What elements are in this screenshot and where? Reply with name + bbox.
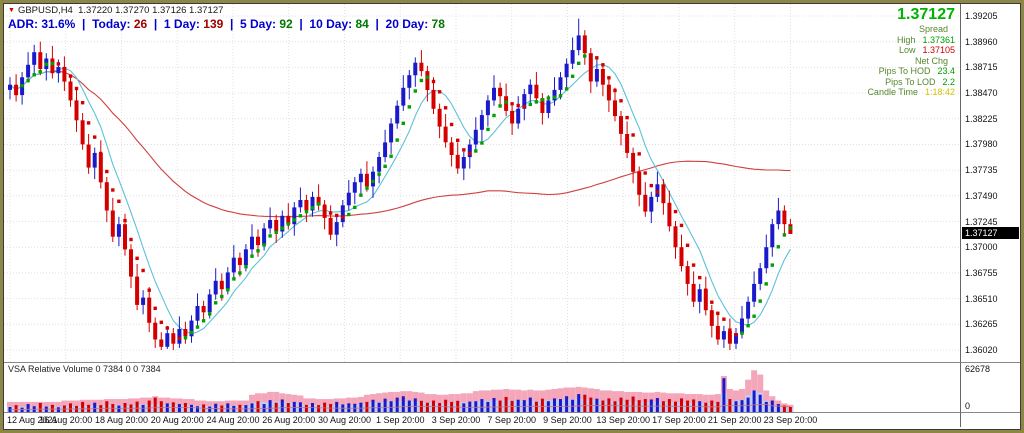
quote-row: High 1.37361 xyxy=(867,35,955,46)
axis-corner xyxy=(960,412,1020,427)
quote-row: Spread xyxy=(867,24,955,35)
quote-row-label: Low xyxy=(898,45,916,55)
current-price-tag: 1.37127 xyxy=(962,226,1019,239)
price-chart-canvas[interactable] xyxy=(4,4,960,362)
price-axis-label: 1.36020 xyxy=(965,345,998,355)
quote-row: Low 1.37105 xyxy=(867,45,955,56)
price-axis-label: 1.37490 xyxy=(965,190,998,201)
fast-ma-line xyxy=(9,63,791,335)
current-price: 1.37127 xyxy=(897,6,955,23)
time-axis-label: 21 Sep 20:00 xyxy=(707,415,762,425)
price-axis-label: 1.38470 xyxy=(965,88,998,99)
time-axis-label: 12 Aug 2021 xyxy=(7,415,58,425)
quote-row-value: 2.2 xyxy=(942,76,955,87)
price-axis-label: 1.37245 xyxy=(965,216,998,227)
volume-canvas[interactable] xyxy=(4,363,960,412)
quote-info-panel: 1.37127 Spread High 1.37361 Low 1.37105 Net C… xyxy=(867,6,955,98)
time-axis-label: 17 Sep 20:00 xyxy=(652,415,706,425)
time-axis-label: 9 Sep 20:00 xyxy=(543,415,592,425)
time-axis-label: 18 Aug 20:00 xyxy=(94,415,149,425)
time-axis-label: 16 Aug 20:00 xyxy=(39,415,93,425)
candles-layer xyxy=(8,18,793,350)
adr-item-label: 1 Day: xyxy=(163,17,204,31)
adr-item-value: 84 xyxy=(355,17,369,31)
price-axis-label: 1.38225 xyxy=(965,113,998,124)
time-axis-label: 24 Aug 20:00 xyxy=(206,415,260,425)
volume-pane[interactable]: VSA Relative Volume 0 7384 0 0 7384 xyxy=(4,362,960,412)
quote-row: Pips To LOD 2.2 xyxy=(867,77,955,88)
time-axis-label: 1 Sep 20:00 xyxy=(375,415,425,425)
adr-separator: | xyxy=(75,17,93,31)
time-axis[interactable]: 12 Aug 2021 16 Aug 20:00 18 Aug 20:00 20 Au… xyxy=(4,412,960,427)
price-axis-label: 1.36265 xyxy=(965,319,998,330)
price-axis-label: 1.37735 xyxy=(965,165,998,176)
quote-row-label: Net Chg xyxy=(914,55,948,66)
quote-row-value: 1.37361 xyxy=(922,34,955,45)
price-axis-label: 1.37980 xyxy=(965,139,998,150)
volume-indicator-label: VSA Relative Volume 0 7384 0 0 7384 xyxy=(8,364,161,374)
time-axis-label: 30 Aug 20:00 xyxy=(317,415,371,425)
quote-row-value: 1:18:42 xyxy=(924,87,955,97)
quote-row-label: High xyxy=(896,34,916,45)
price-axis-label: 1.39205 xyxy=(965,11,998,21)
adr-item-value: 78 xyxy=(431,17,445,31)
quote-row-label: Spread xyxy=(918,24,948,34)
quote-row-value: 23.4 xyxy=(937,66,955,76)
chart-window: ▼ GBPUSD,H4 1.37220 1.37270 1.37126 1.371… xyxy=(3,3,1021,430)
slow-ma-line xyxy=(9,70,791,218)
adr-separator: | xyxy=(292,17,310,31)
adr-item-label: 10 Day: xyxy=(309,17,356,31)
symbol-ohlc-text: GBPUSD,H4 1.37220 1.37270 1.37126 1.3712… xyxy=(17,5,224,16)
quote-row-label: Pips To LOD xyxy=(885,76,936,87)
price-axis-label: 1.38715 xyxy=(965,62,998,73)
price-axis[interactable]: 1.39205 1.38960 1.38715 1.38470 1.38225 1.379… xyxy=(960,4,1020,362)
quote-row: Candle Time 1:18:42 xyxy=(867,87,955,98)
volume-ma-line xyxy=(9,404,791,411)
adr-separator: | xyxy=(368,17,386,31)
adr-separator: | xyxy=(223,17,240,31)
adr-item-value: 139 xyxy=(203,17,224,31)
price-axis-label: 1.36755 xyxy=(965,267,998,278)
volume-scale-zero: 0 xyxy=(965,401,971,411)
adr-item-label: 20 Day: xyxy=(385,17,432,31)
price-axis-label: 1.38960 xyxy=(965,36,998,47)
adr-label: ADR: xyxy=(8,17,42,31)
quote-row-value: 1.37105 xyxy=(922,45,955,55)
price-axis-label: 1.37000 xyxy=(965,242,998,253)
quote-row-label: Pips To HOD xyxy=(878,66,931,76)
adr-item-label: 5 Day: xyxy=(240,17,280,31)
volume-scale-max: 62678 xyxy=(965,364,991,374)
volume-axis[interactable]: 62678 0 xyxy=(960,362,1020,412)
time-axis-label: 26 Aug 20:00 xyxy=(262,415,316,425)
adr-value: 31.6% xyxy=(41,17,76,31)
trend-dots-layer xyxy=(14,54,793,341)
adr-separator: | xyxy=(147,17,164,31)
adr-item-value: 92 xyxy=(279,17,293,31)
time-axis-label: 3 Sep 20:00 xyxy=(431,415,481,425)
time-axis-label: 23 Sep 20:00 xyxy=(763,415,818,425)
adr-item-label: Today: xyxy=(92,17,134,31)
adr-item-value: 26 xyxy=(133,17,148,31)
quote-row-label: Candle Time xyxy=(867,87,918,97)
quote-row: Pips To HOD 23.4 xyxy=(867,66,955,77)
price-axis-label: 1.36510 xyxy=(965,293,998,304)
quote-rows: Spread High 1.37361 Low 1.37105 Net Chg Pips T… xyxy=(867,24,955,98)
chart-marker-icon: ▼ xyxy=(8,7,15,14)
price-chart-area[interactable]: ▼ GBPUSD,H4 1.37220 1.37270 1.37126 1.371… xyxy=(4,4,960,362)
time-axis-label: 20 Aug 20:00 xyxy=(150,415,204,425)
symbol-title: ▼ GBPUSD,H4 1.37220 1.37270 1.37126 1.371… xyxy=(8,5,223,16)
quote-row: Net Chg xyxy=(867,56,955,67)
time-axis-label: 13 Sep 20:00 xyxy=(596,415,650,425)
adr-indicator-line: ADR: 31.6% | Today: 26 | 1 Day: 139 | 5 … xyxy=(8,17,445,31)
time-axis-label: 7 Sep 20:00 xyxy=(487,415,536,425)
